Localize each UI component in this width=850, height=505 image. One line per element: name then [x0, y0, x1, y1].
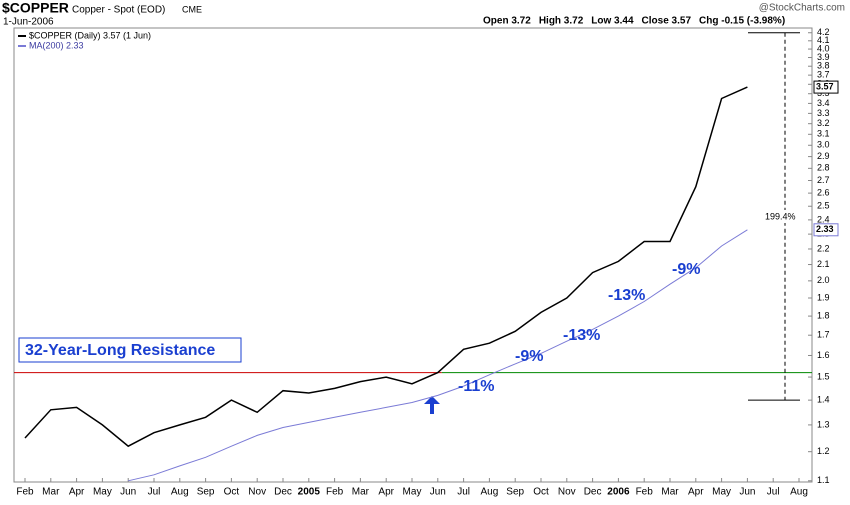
legend-label: $COPPER (Daily) 3.57 (1 Jun) [29, 30, 151, 40]
y-tick-label: 4.1 [817, 35, 830, 45]
x-tick-label: Mar [352, 487, 370, 498]
x-tick-label: Sep [506, 487, 524, 498]
legend-label: MA(200) 2.33 [29, 40, 84, 50]
y-tick-label: 1.3 [817, 419, 830, 429]
y-tick-label: 3.2 [817, 118, 830, 128]
y-tick-label: 2.1 [817, 259, 830, 269]
y-tick-label: 3.7 [817, 70, 830, 80]
y-tick-label: 4.2 [817, 27, 830, 37]
x-tick-label: Jun [739, 487, 755, 498]
x-tick-label: Sep [197, 487, 215, 498]
y-tick-label: 2.7 [817, 175, 830, 185]
quote-item: Chg -0.15 (-3.98%) [699, 16, 785, 27]
date: 1-Jun-2006 [3, 17, 54, 28]
y-tick-label: 3.1 [817, 129, 830, 139]
y-tick-label: 4.0 [817, 43, 830, 53]
y-tick-label: 2.6 [817, 187, 830, 197]
y-tick-label: 2.2 [817, 243, 830, 253]
quote-item: Low 3.44 [591, 16, 634, 27]
instrument-name: Copper - Spot (EOD) [72, 5, 165, 16]
x-tick-label: Apr [378, 487, 394, 498]
y-tick-label: 2.5 [817, 201, 830, 211]
y-tick-label: 1.4 [817, 395, 830, 405]
resistance-box [18, 337, 242, 363]
measure-bg [762, 210, 802, 223]
x-tick-label: Dec [274, 487, 292, 498]
y-tick-label: 1.8 [817, 310, 830, 320]
x-tick-label: Aug [171, 487, 189, 498]
quote-item: Close 3.57 [642, 16, 692, 27]
y-tick-label: 1.1 [817, 475, 830, 485]
x-tick-label: Apr [69, 487, 85, 498]
y-tick-label: 1.6 [817, 350, 830, 360]
x-tick-label: Aug [481, 487, 499, 498]
y-tick-label: 3.3 [817, 108, 830, 118]
x-tick-label: Nov [558, 487, 576, 498]
y-tick-label: 1.5 [817, 371, 830, 381]
y-tick-label: 2.8 [817, 163, 830, 173]
measure-label: 199.4% [765, 211, 796, 221]
source: @StockCharts.com [759, 3, 845, 14]
x-tick-label: Apr [688, 487, 704, 498]
x-tick-label: Oct [533, 487, 549, 498]
x-tick-label: Feb [16, 487, 34, 498]
x-tick-label: Jun [430, 487, 446, 498]
y-tick-label: 1.2 [817, 446, 830, 456]
y-tick-label: 2.0 [817, 275, 830, 285]
resistance-label: 32-Year-Long Resistance [25, 342, 215, 359]
x-tick-label: Jul [148, 487, 161, 498]
x-tick-label: May [712, 487, 731, 498]
x-tick-label: Feb [326, 487, 344, 498]
y-tick-label: 1.7 [817, 330, 830, 340]
x-tick-label: Nov [248, 487, 266, 498]
y-tick-label: 2.4 [817, 214, 830, 224]
y-tick-label: 3.0 [817, 140, 830, 150]
last-value-box [813, 223, 839, 237]
x-tick-label: 2005 [298, 487, 321, 498]
y-tick-label: 2.9 [817, 151, 830, 161]
y-tick-label: 3.8 [817, 61, 830, 71]
y-tick-label: 3.4 [817, 98, 830, 108]
last-value-label: 2.33 [816, 224, 834, 234]
last-value-box [813, 80, 839, 94]
exchange: CME [182, 4, 202, 14]
annotation: -11% [458, 378, 494, 395]
series-line [24, 86, 748, 448]
x-tick-label: May [403, 487, 422, 498]
plot-frame [13, 27, 813, 483]
x-tick-label: Mar [661, 487, 679, 498]
quote-item: Open 3.72 [483, 16, 531, 27]
x-tick-label: Feb [636, 487, 654, 498]
quote-item: High 3.72 [539, 16, 584, 27]
x-tick-label: May [93, 487, 112, 498]
x-tick-label: Oct [224, 487, 240, 498]
x-tick-label: Mar [42, 487, 60, 498]
x-tick-label: Dec [584, 487, 602, 498]
arrow [424, 396, 440, 414]
x-tick-label: 2006 [607, 487, 630, 498]
annotation: -13% [563, 327, 600, 344]
y-tick-label: 1.9 [817, 292, 830, 302]
last-value-label: 3.57 [816, 81, 834, 91]
symbol: $COPPER [2, 0, 69, 16]
annotation: -9% [515, 348, 543, 365]
annotation: -9% [672, 261, 700, 278]
annotation: -13% [608, 287, 645, 304]
series-line [128, 229, 748, 482]
x-tick-label: Jun [120, 487, 136, 498]
x-tick-label: Jul [767, 487, 780, 498]
y-tick-label: 3.9 [817, 52, 830, 62]
x-tick-label: Aug [790, 487, 808, 498]
x-tick-label: Jul [457, 487, 470, 498]
